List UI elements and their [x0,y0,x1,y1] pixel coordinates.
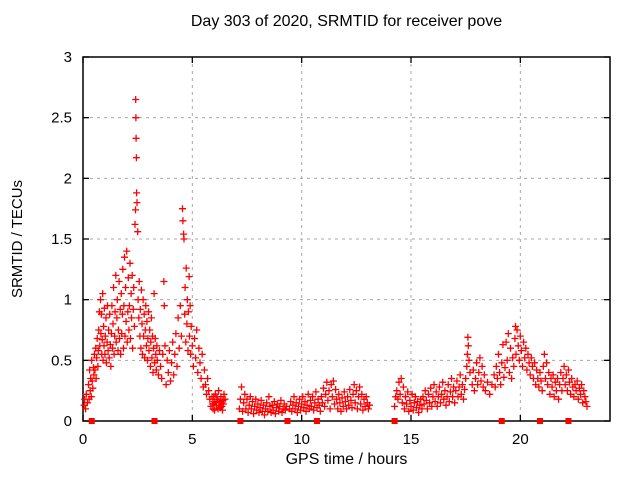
zero-marker-square [537,418,544,424]
y-tick-label: 1 [64,292,72,309]
y-tick-label: 1.5 [51,231,72,248]
y-axis-label: SRMTID / TECUs [9,180,26,298]
scatter-points [80,96,591,419]
x-tick-label: 15 [403,431,420,448]
zero-marker-square [313,418,320,424]
y-tick-label: 0.5 [51,352,72,369]
zero-marker-square [565,418,572,424]
y-tick-label: 0 [64,413,72,430]
chart-title: Day 303 of 2020, SRMTID for receiver pov… [190,13,503,30]
x-tick-label: 5 [188,431,196,448]
x-axis-label: GPS time / hours [285,451,408,468]
tick-labels: 0 5 10 15 20 0 0.5 1 1.5 2 2.5 3 [51,49,529,448]
series-srmtid-points [80,96,591,419]
zero-markers [88,418,572,424]
y-tick-label: 3 [64,49,72,66]
zero-marker-square [498,418,505,424]
zero-marker-square [391,418,398,424]
zero-marker-square [88,418,95,424]
x-tick-label: 0 [79,431,87,448]
x-tick-label: 10 [293,431,310,448]
zero-marker-square [237,418,244,424]
x-tick-label: 20 [512,431,529,448]
zero-marker-square [151,418,158,424]
y-tick-label: 2.5 [51,110,72,127]
zero-marker-square [284,418,291,424]
plot-border [82,56,611,422]
y-tick-label: 2 [64,170,72,187]
